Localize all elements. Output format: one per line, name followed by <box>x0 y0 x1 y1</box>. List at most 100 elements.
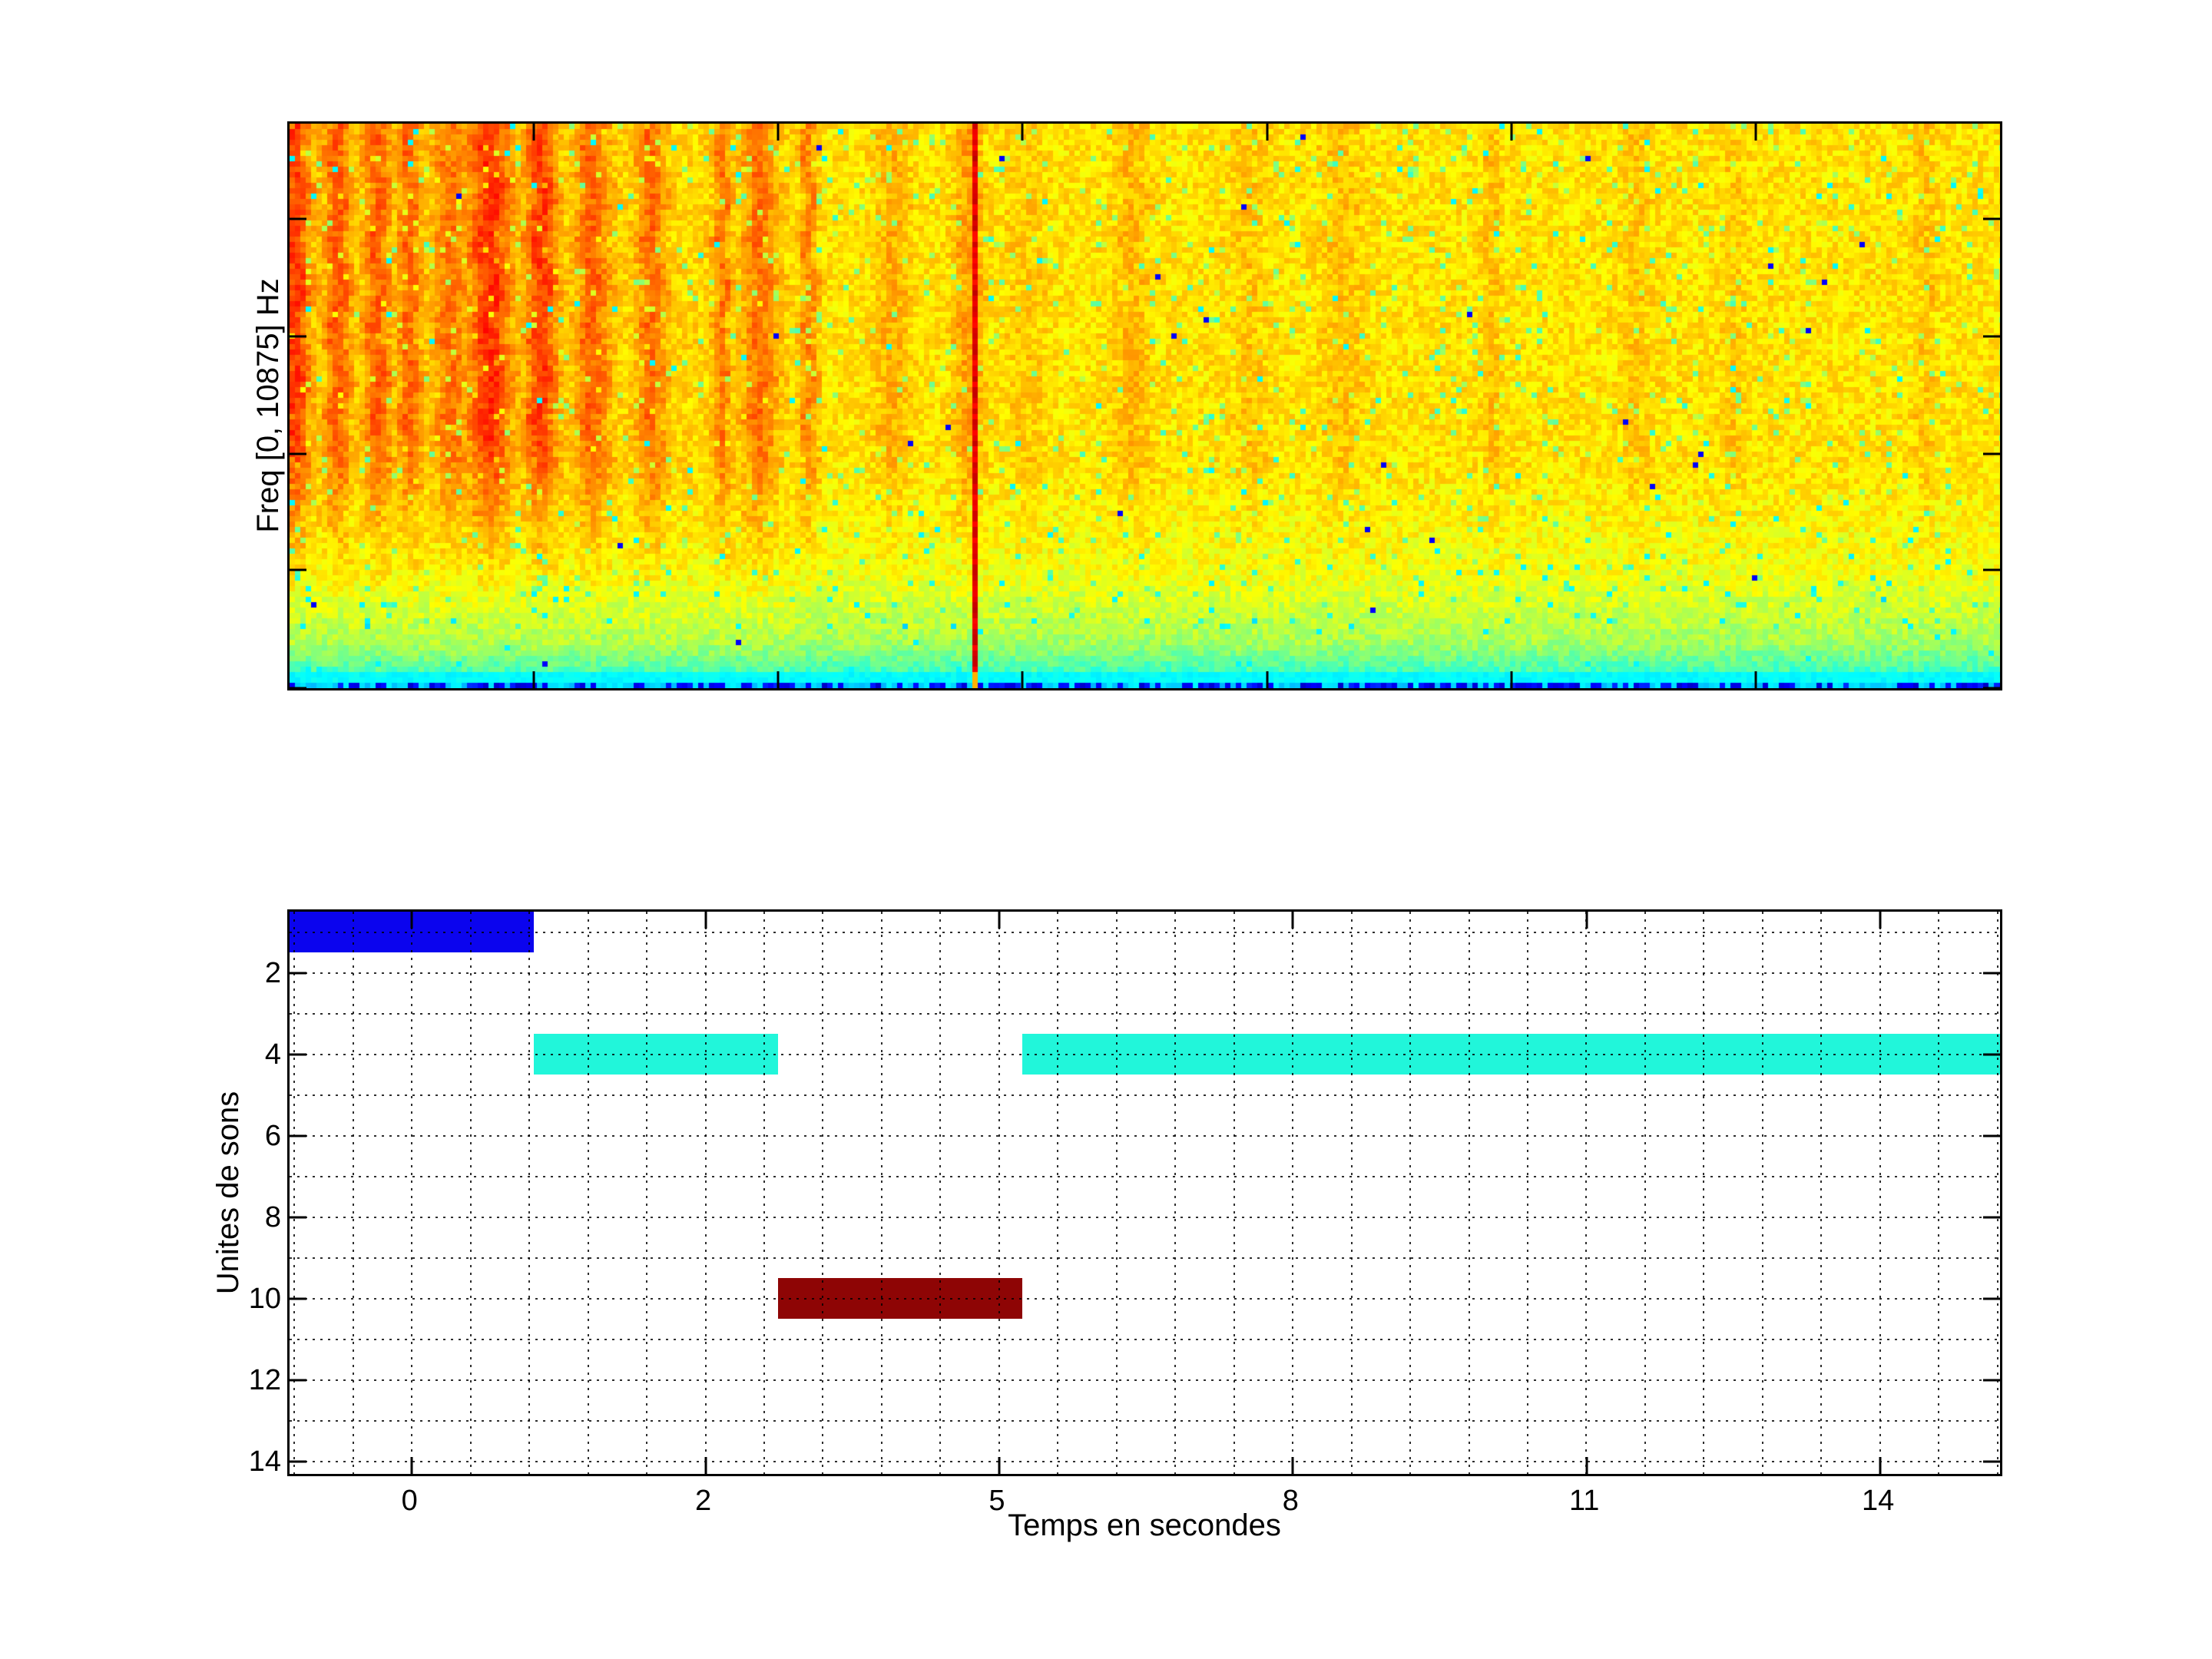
gridline-x <box>1468 912 1470 1474</box>
segments-y-tick <box>1983 1216 2000 1218</box>
spectrogram-y-tick <box>1983 335 2000 338</box>
gridline-x <box>1233 912 1235 1474</box>
gridline-y <box>290 1338 2000 1340</box>
segments-xlabel: Temps en secondes <box>1008 1508 1281 1542</box>
segments-y-tick <box>1983 1379 2000 1381</box>
x-tick-label: 5 <box>988 1485 1005 1517</box>
spectrogram-y-tick <box>290 568 306 571</box>
gridline-x <box>587 912 589 1474</box>
spectrogram-x-tick <box>532 671 535 688</box>
segments-x-tick <box>410 1457 413 1474</box>
segments-y-tick <box>1983 972 2000 974</box>
y-tick-label: 4 <box>264 1038 281 1071</box>
gridline-x <box>1879 912 1881 1474</box>
spectrogram-axes <box>287 121 2002 690</box>
gridline-y <box>290 1012 2000 1015</box>
spectrogram-x-tick <box>1754 671 1757 688</box>
segments-y-tick <box>290 1297 306 1300</box>
gridline-x <box>1761 912 1763 1474</box>
spectrogram-x-tick <box>1266 124 1268 141</box>
gridline-x <box>1585 912 1588 1474</box>
segments-y-tick <box>1983 1460 2000 1462</box>
gridline-x <box>763 912 765 1474</box>
gridline-y <box>290 1094 2000 1096</box>
gridline-y <box>290 1419 2000 1422</box>
y-tick-label: 12 <box>248 1363 281 1396</box>
segments-x-tick <box>998 912 1001 929</box>
spectrogram-x-tick <box>777 671 780 688</box>
segments-y-tick <box>290 1460 306 1462</box>
gridline-x <box>1820 912 1823 1474</box>
gridline-y <box>290 1134 2000 1137</box>
y-tick-label: 14 <box>248 1445 281 1478</box>
gridline-x <box>1115 912 1118 1474</box>
gridline-y <box>290 972 2000 974</box>
gridline-x <box>646 912 648 1474</box>
gridline-x <box>1644 912 1646 1474</box>
gridline-x <box>1174 912 1177 1474</box>
segments-x-tick <box>1291 1457 1294 1474</box>
spectrogram-y-tick <box>290 217 306 220</box>
segments-x-tick <box>704 1457 707 1474</box>
gridline-x <box>880 912 882 1474</box>
gridline-x <box>704 912 707 1474</box>
y-tick-label: 10 <box>248 1282 281 1315</box>
segments-x-tick <box>1879 912 1882 929</box>
gridline-y <box>290 1257 2000 1259</box>
gridline-y <box>290 931 2000 933</box>
spectrogram-y-tick <box>290 335 306 338</box>
x-tick-label: 8 <box>1282 1485 1299 1517</box>
segments-axes <box>287 909 2002 1476</box>
spectrogram-x-tick <box>1021 124 1024 141</box>
x-tick-label: 2 <box>695 1485 712 1517</box>
segments-y-tick <box>1983 1297 2000 1300</box>
segments-x-tick <box>410 912 413 929</box>
gridline-x <box>1350 912 1353 1474</box>
gridline-y <box>290 1379 2000 1381</box>
spectrogram-ylabel: Freq [0, 10875] Hz <box>251 278 285 533</box>
segments-x-tick <box>998 1457 1001 1474</box>
gridline-x <box>352 912 354 1474</box>
gridline-x <box>293 912 296 1474</box>
y-tick-label: 6 <box>264 1119 281 1152</box>
gridline-x <box>1057 912 1059 1474</box>
gridline-x <box>1409 912 1412 1474</box>
spectrogram-image <box>290 124 2000 688</box>
x-tick-label: 0 <box>401 1485 418 1517</box>
spectrogram-x-tick <box>1510 124 1513 141</box>
spectrogram-x-tick <box>1266 671 1268 688</box>
gridline-x <box>411 912 413 1474</box>
segments-y-tick <box>290 1134 306 1137</box>
spectrogram-y-tick <box>290 687 306 688</box>
segments-x-tick <box>1585 912 1588 929</box>
segments-y-tick <box>290 1053 306 1055</box>
gridline-x <box>998 912 1000 1474</box>
spectrogram-x-tick <box>1021 671 1024 688</box>
segments-x-tick <box>1291 912 1294 929</box>
segments-y-tick <box>290 972 306 974</box>
gridline-y <box>290 1460 2000 1462</box>
gridline-x <box>1703 912 1705 1474</box>
spectrogram-y-tick <box>1983 452 2000 455</box>
gridline-x <box>1527 912 1529 1474</box>
spectrogram-x-tick <box>1754 124 1757 141</box>
gridline-x <box>1938 912 1940 1474</box>
spectrogram-y-tick <box>1983 217 2000 220</box>
y-tick-label: 8 <box>264 1200 281 1233</box>
gridline-x <box>528 912 531 1474</box>
gridline-y <box>290 1053 2000 1055</box>
segments-y-tick <box>290 1216 306 1218</box>
segments-y-tick-labels: 2 4 6 8 10 12 14 <box>0 909 281 1478</box>
segments-x-tick <box>704 912 707 929</box>
segments-x-tick <box>1879 1457 1882 1474</box>
gridline-x <box>1996 912 1998 1474</box>
spectrogram-y-tick <box>1983 687 2000 688</box>
segments-y-tick <box>290 1379 306 1381</box>
gridline-y <box>290 1216 2000 1218</box>
segments-x-tick-labels: 0 2 5 8 11 14 <box>287 1482 2002 1521</box>
gridline-x <box>1292 912 1294 1474</box>
x-tick-label: 14 <box>1861 1485 1895 1517</box>
gridline-y <box>290 1297 2000 1300</box>
x-tick-label: 11 <box>1568 1485 1600 1517</box>
